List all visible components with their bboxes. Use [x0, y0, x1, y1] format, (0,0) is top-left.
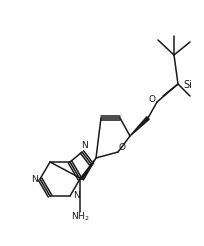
- Text: N: N: [73, 191, 79, 200]
- Text: O: O: [149, 95, 155, 105]
- Polygon shape: [81, 158, 96, 180]
- Polygon shape: [130, 117, 149, 136]
- Text: N: N: [31, 174, 37, 184]
- Text: N: N: [81, 141, 87, 151]
- Text: O: O: [119, 142, 125, 152]
- Text: NH$_2$: NH$_2$: [71, 211, 89, 223]
- Text: Si: Si: [183, 80, 192, 90]
